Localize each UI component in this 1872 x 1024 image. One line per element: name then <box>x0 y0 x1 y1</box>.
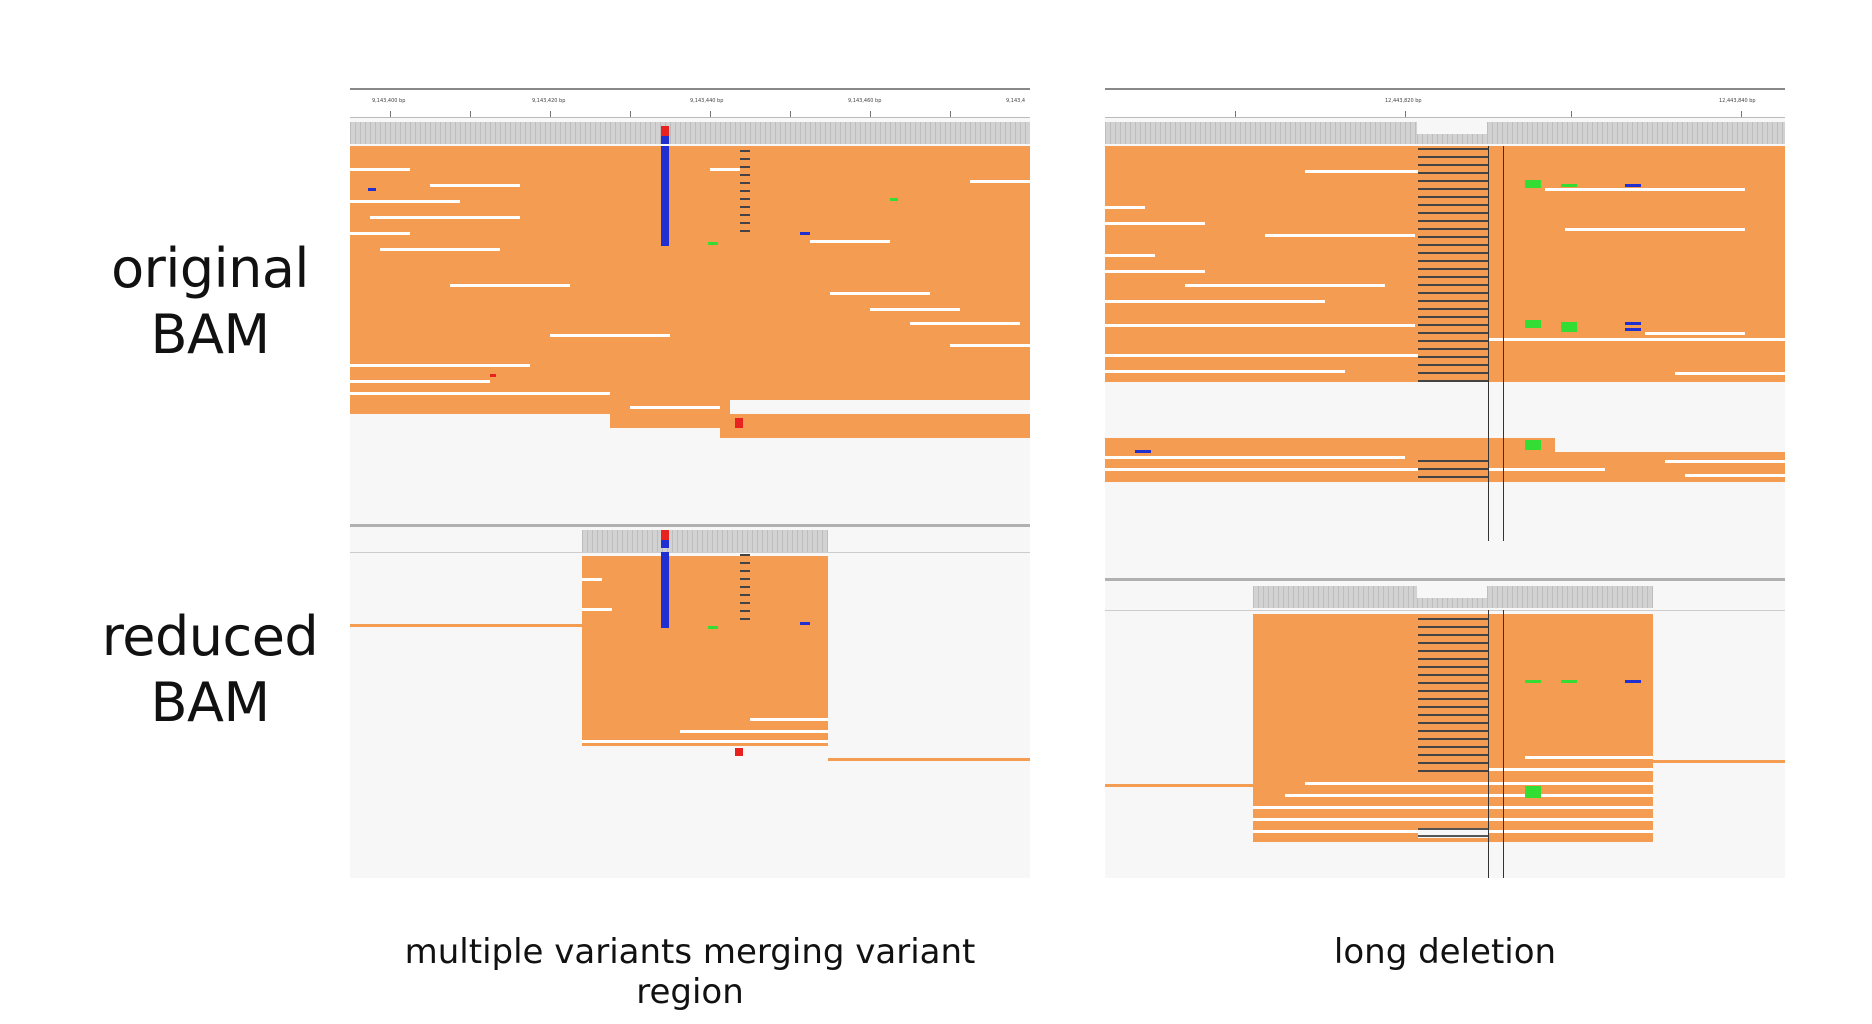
right-caption: long deletion <box>1333 932 1557 972</box>
right-reduced-deletion-block <box>1418 618 1488 778</box>
right-track-separator <box>1105 578 1785 581</box>
right-igv-panel: 12,443,820 bp 12,443,840 bp <box>1105 88 1785 878</box>
left-tick-label-1: 9,143,400 bp <box>372 98 406 104</box>
left-tick-label-4: 9,143,460 bp <box>848 98 882 104</box>
left-tick-label-5: 9,143,4 <box>1006 98 1026 104</box>
left-reduced-deletion-column <box>740 554 750 624</box>
left-tick-label-3: 9,143,440 bp <box>690 98 724 104</box>
left-ruler: 9,143,400 bp 9,143,420 bp 9,143,440 bp 9… <box>350 88 1030 118</box>
left-reduced-blue-snp-column <box>661 552 669 628</box>
left-igv-panel: 9,143,400 bp 9,143,420 bp 9,143,440 bp 9… <box>350 88 1030 878</box>
right-original-deletion-block <box>1418 148 1488 382</box>
right-deletion-boundary-left <box>1488 146 1489 541</box>
original-label-line1: original <box>111 237 309 300</box>
right-reduced-boundary-left <box>1488 610 1489 878</box>
left-original-deletion-column <box>740 150 750 236</box>
right-tick-label-2: 12,443,840 bp <box>1719 98 1756 104</box>
right-original-coverage <box>1105 122 1417 144</box>
left-reduced-coverage <box>582 530 828 552</box>
right-ruler: 12,443,820 bp 12,443,840 bp <box>1105 88 1785 118</box>
left-original-coverage <box>350 122 1030 144</box>
left-original-reads <box>350 146 1030 400</box>
original-bam-label: original BAM <box>90 236 330 368</box>
right-reduced-boundary-right <box>1503 610 1504 878</box>
left-caption: multiple variants merging variant region <box>404 932 976 1012</box>
reduced-label-line1: reduced <box>101 605 319 668</box>
right-reduced-coverage <box>1253 586 1417 608</box>
reduced-bam-label: reduced BAM <box>90 604 330 736</box>
right-tick-label-1: 12,443,820 bp <box>1385 98 1422 104</box>
right-deletion-boundary-right <box>1503 146 1504 541</box>
left-original-blue-snp-column <box>661 146 669 246</box>
reduced-label-line2: BAM <box>150 671 270 734</box>
left-reduced-reads <box>582 556 828 746</box>
left-track-separator <box>350 524 1030 527</box>
original-label-line2: BAM <box>150 303 270 366</box>
left-tick-label-2: 9,143,420 bp <box>532 98 566 104</box>
